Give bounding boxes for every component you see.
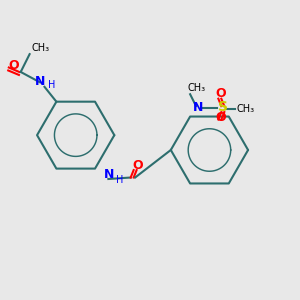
Text: O: O: [215, 111, 226, 124]
Text: S: S: [218, 100, 228, 114]
Text: N: N: [35, 75, 45, 88]
Text: CH₃: CH₃: [31, 43, 49, 53]
Text: N: N: [193, 100, 203, 114]
Text: O: O: [215, 87, 226, 100]
Text: N: N: [104, 167, 114, 181]
Text: O: O: [132, 159, 143, 172]
Text: O: O: [9, 59, 20, 72]
Text: H: H: [116, 176, 123, 185]
Text: CH₃: CH₃: [236, 104, 254, 114]
Text: CH₃: CH₃: [187, 83, 205, 93]
Text: H: H: [48, 80, 56, 90]
